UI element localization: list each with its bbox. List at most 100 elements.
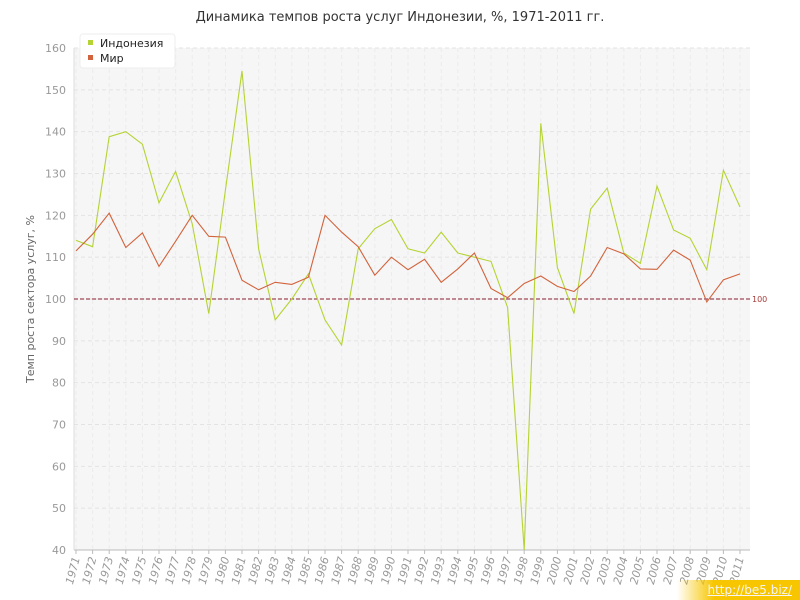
data-point-indonesia	[556, 266, 558, 268]
data-point-world	[589, 275, 591, 277]
data-point-indonesia	[706, 269, 708, 271]
data-point-indonesia	[672, 229, 674, 231]
data-point-indonesia	[423, 252, 425, 254]
y-tick-label: 110	[45, 251, 66, 264]
reference-line-label: 100	[752, 295, 767, 304]
data-point-indonesia	[457, 252, 459, 254]
data-point-world	[656, 268, 658, 270]
data-point-indonesia	[490, 260, 492, 262]
data-point-indonesia	[656, 185, 658, 187]
data-point-indonesia	[390, 218, 392, 220]
data-point-indonesia	[506, 306, 508, 308]
data-point-world	[473, 252, 475, 254]
y-tick-label: 70	[52, 419, 66, 432]
data-point-world	[540, 275, 542, 277]
data-point-world	[174, 240, 176, 242]
data-point-indonesia	[540, 122, 542, 124]
data-point-world	[407, 269, 409, 271]
data-point-indonesia	[141, 143, 143, 145]
x-tick-labels: 1971197219731974197519761977197819791980…	[63, 550, 747, 586]
data-point-indonesia	[174, 170, 176, 172]
data-point-indonesia	[274, 319, 276, 321]
data-point-indonesia	[241, 70, 243, 72]
data-point-world	[324, 214, 326, 216]
y-tick-label: 50	[52, 502, 66, 515]
y-tick-label: 80	[52, 377, 66, 390]
data-point-indonesia	[473, 256, 475, 258]
data-point-world	[457, 268, 459, 270]
data-point-world	[556, 285, 558, 287]
data-point-indonesia	[91, 246, 93, 248]
data-point-world	[141, 232, 143, 234]
data-point-world	[490, 287, 492, 289]
series-line-indonesia	[75, 70, 741, 551]
data-point-world	[639, 268, 641, 270]
legend-label-indonesia: Индонезия	[100, 37, 163, 50]
data-point-world	[340, 231, 342, 233]
legend-box	[79, 33, 176, 69]
data-point-world	[706, 301, 708, 303]
data-point-indonesia	[257, 248, 259, 250]
y-tick-label: 140	[45, 126, 66, 139]
data-point-world	[224, 236, 226, 238]
data-point-world	[75, 250, 77, 252]
data-point-world	[573, 290, 575, 292]
data-point-indonesia	[407, 248, 409, 250]
y-tick-label: 90	[52, 335, 66, 348]
data-point-world	[208, 235, 210, 237]
chart-title: Динамика темпов роста услуг Индонезии, %…	[195, 10, 605, 25]
series-lines	[75, 70, 741, 551]
data-point-indonesia	[374, 228, 376, 230]
data-point-world	[108, 212, 110, 214]
data-point-world	[440, 281, 442, 283]
data-point-indonesia	[125, 130, 127, 132]
data-point-world	[125, 246, 127, 248]
data-point-world	[390, 256, 392, 258]
data-point-world	[689, 259, 691, 261]
data-point-world	[191, 214, 193, 216]
data-point-world	[506, 297, 508, 299]
data-point-indonesia	[589, 208, 591, 210]
data-point-world	[91, 233, 93, 235]
data-point-indonesia	[722, 169, 724, 171]
data-point-indonesia	[208, 312, 210, 314]
data-point-indonesia	[739, 206, 741, 208]
legend-swatch-indonesia	[88, 40, 93, 45]
y-tick-label: 160	[45, 42, 66, 55]
data-point-world	[158, 265, 160, 267]
y-tick-labels: 40 50 60 70 80 90 100 110 120 130 140 150 160	[45, 42, 66, 557]
series-line-world	[75, 212, 741, 304]
data-point-world	[672, 249, 674, 251]
data-point-world	[523, 282, 525, 284]
data-point-indonesia	[440, 231, 442, 233]
data-point-indonesia	[689, 237, 691, 239]
y-tick-label: 40	[52, 544, 66, 557]
data-point-world	[357, 246, 359, 248]
data-point-indonesia	[191, 223, 193, 225]
data-point-indonesia	[108, 135, 110, 137]
data-point-indonesia	[340, 344, 342, 346]
watermark-link[interactable]: http://be5.biz/	[677, 580, 800, 600]
data-point-world	[623, 253, 625, 255]
data-point-indonesia	[158, 202, 160, 204]
data-point-indonesia	[573, 312, 575, 314]
data-point-indonesia	[324, 319, 326, 321]
data-point-indonesia	[606, 187, 608, 189]
data-point-world	[257, 289, 259, 291]
y-tick-label: 100	[45, 293, 66, 306]
y-axis-label: Темп роста сектора услуг, %	[24, 215, 37, 384]
legend-label-world: Мир	[100, 52, 124, 65]
data-point-world	[423, 258, 425, 260]
data-point-indonesia	[291, 298, 293, 300]
data-point-indonesia	[224, 189, 226, 191]
data-point-world	[374, 274, 376, 276]
y-tick-label: 120	[45, 209, 66, 222]
legend: Индонезия Мир	[79, 33, 176, 69]
data-point-world	[291, 283, 293, 285]
data-point-world	[606, 246, 608, 248]
data-point-indonesia	[75, 239, 77, 241]
data-point-world	[739, 273, 741, 275]
legend-swatch-world	[88, 55, 93, 60]
reference-line: 100	[74, 295, 767, 304]
